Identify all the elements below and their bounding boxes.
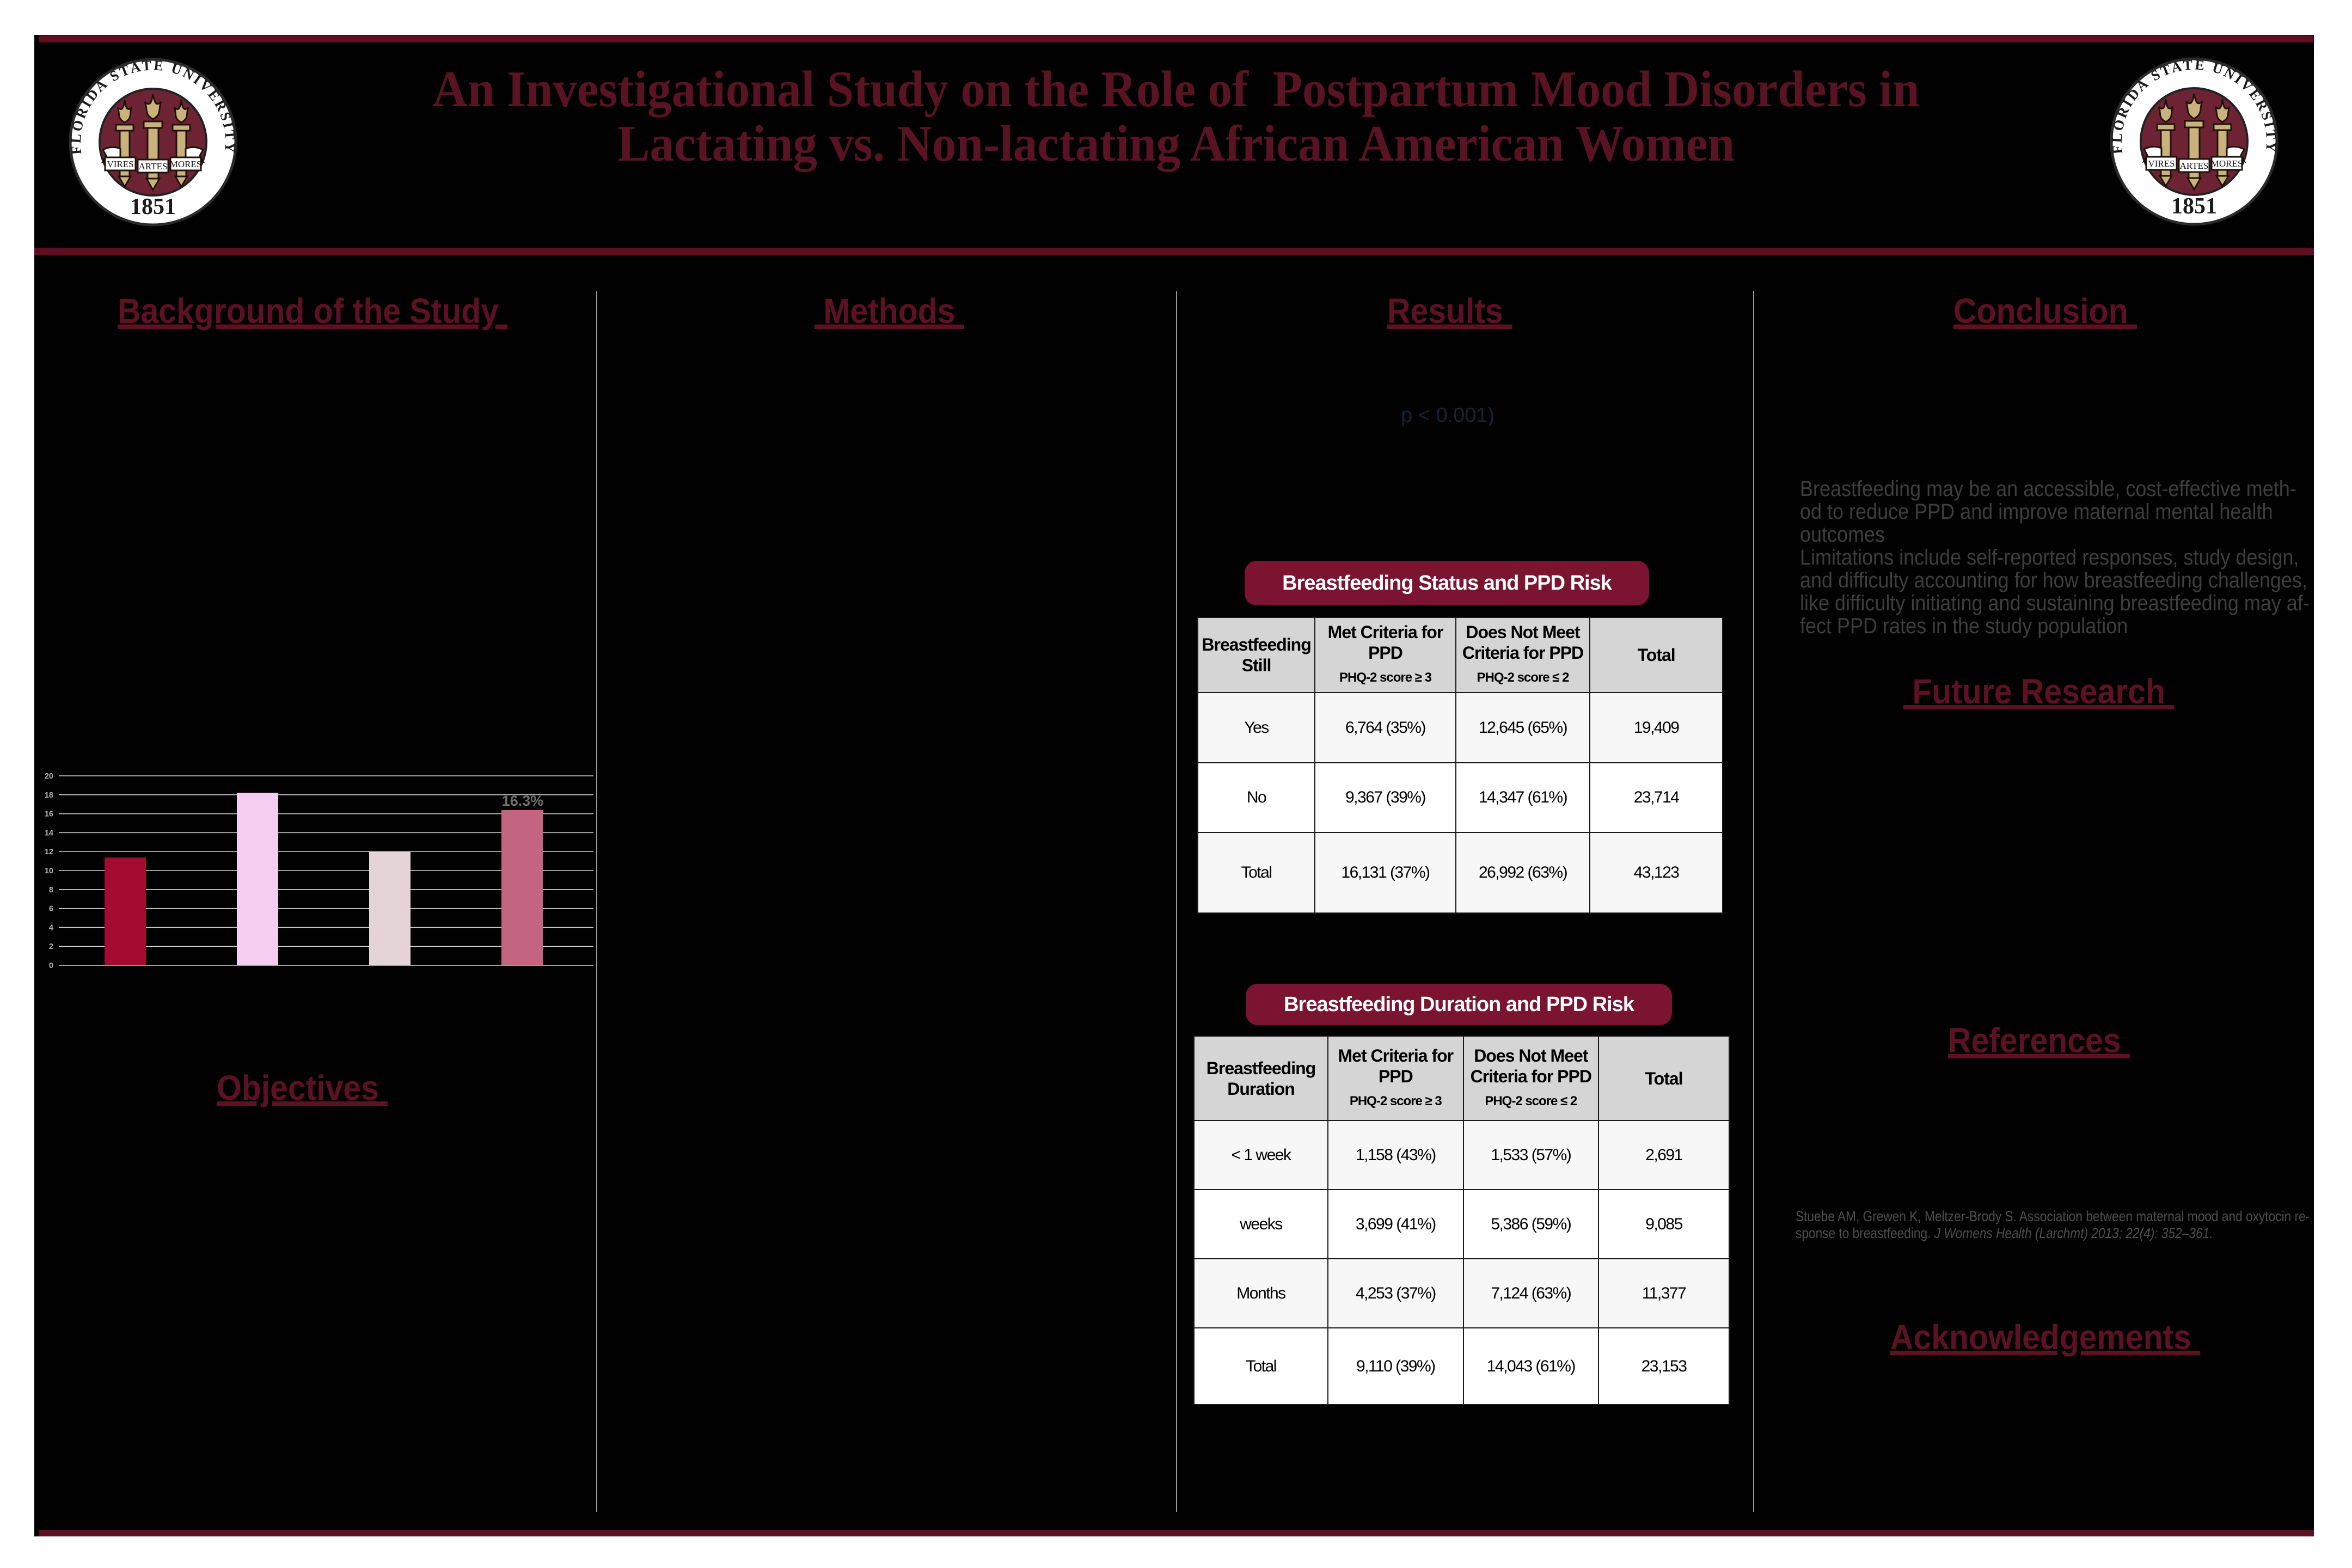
svg-text:18: 18 [45, 791, 53, 800]
svg-text:8: 8 [49, 886, 53, 895]
svg-text:0: 0 [49, 961, 53, 970]
svg-text:4: 4 [49, 923, 53, 932]
svg-text:2: 2 [49, 942, 53, 951]
svg-text:20: 20 [45, 772, 53, 781]
svg-text:6: 6 [49, 905, 53, 914]
svg-text:16.3%: 16.3% [502, 793, 544, 809]
svg-text:12: 12 [45, 848, 53, 856]
svg-text:10: 10 [45, 867, 53, 875]
svg-text:14: 14 [45, 829, 53, 837]
svg-text:16: 16 [45, 810, 53, 819]
